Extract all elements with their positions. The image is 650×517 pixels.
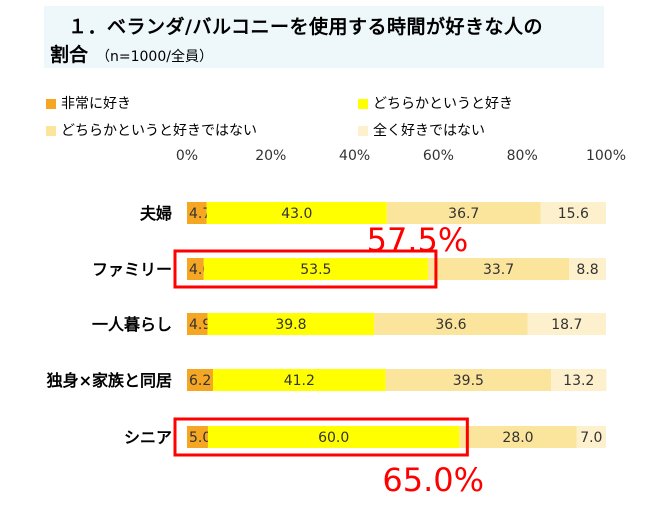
x-tick-label: 20%	[255, 148, 286, 164]
data-label: 39.8	[275, 317, 306, 333]
bar-segment	[187, 202, 207, 224]
bar-segment	[207, 426, 460, 448]
category-label: 一人暮らし	[92, 315, 172, 334]
chart-title: １．ベランダ/バルコニーを使用する時間が好きな人の	[68, 16, 544, 38]
highlight-box	[173, 249, 438, 289]
legend-swatch	[46, 99, 56, 109]
bar-segment	[385, 369, 552, 391]
bar-segment	[203, 258, 428, 280]
bar-segment	[374, 313, 528, 335]
bar-segment	[187, 313, 208, 335]
legend-label: どちらかというと好きではない	[61, 123, 257, 139]
data-label: 8.8	[576, 262, 598, 278]
x-tick-label: 0%	[176, 148, 198, 164]
category-label: 夫婦	[140, 204, 172, 223]
bar-segment	[386, 202, 541, 224]
data-label: 4.7	[189, 206, 211, 222]
highlight-box	[173, 417, 469, 457]
data-label: 13.2	[563, 373, 594, 389]
legend-swatch	[46, 126, 56, 136]
chart-subtitle: 割合	[50, 44, 89, 66]
legend-label: 非常に好き	[61, 96, 131, 112]
legend-label: どちらかというと好き	[373, 96, 513, 112]
category-label: シニア	[124, 428, 172, 447]
legend-item-very-like: 非常に好き	[46, 93, 131, 113]
data-label: 15.6	[558, 206, 589, 222]
annotation-label: 65.0%	[382, 461, 484, 499]
bar-segment	[576, 426, 606, 448]
x-tick-label: 40%	[339, 148, 370, 164]
bar-segment	[187, 258, 204, 280]
legend-swatch	[358, 99, 368, 109]
x-tick-label: 60%	[423, 148, 454, 164]
x-tick-label: 100%	[586, 148, 626, 164]
annotation-label: 57.5%	[367, 221, 469, 259]
bar-segment	[206, 202, 387, 224]
bar-segment	[569, 258, 606, 280]
bar-segment	[207, 313, 375, 335]
legend-item-somewhat-dislike: どちらかというと好きではない	[46, 120, 257, 140]
category-label: 独身×家族と同居	[47, 371, 172, 390]
data-label: 60.0	[318, 430, 349, 446]
data-label: 36.7	[448, 206, 479, 222]
bar-segment	[212, 369, 386, 391]
data-label: 18.7	[551, 317, 582, 333]
bar-segment	[527, 313, 606, 335]
data-label: 53.5	[300, 262, 331, 278]
category-label: ファミリー	[92, 260, 172, 279]
data-label: 36.6	[435, 317, 466, 333]
subtitle-line: 割合 （n=1000/全員）	[50, 40, 213, 67]
bar-segment	[551, 369, 607, 391]
data-label: 28.0	[502, 430, 533, 446]
data-label: 5.0	[189, 430, 211, 446]
x-tick-label: 80%	[507, 148, 538, 164]
legend-item-not-like-at-all: 全く好きではない	[358, 120, 485, 140]
data-label: 43.0	[281, 206, 312, 222]
title-box	[44, 6, 604, 68]
bar-segment	[540, 202, 606, 224]
data-label: 4.9	[189, 317, 211, 333]
bar-segment	[427, 258, 570, 280]
sample-size-note: （n=1000/全員）	[96, 49, 213, 65]
bar-segment	[187, 369, 213, 391]
bar-segment	[459, 426, 577, 448]
legend-swatch	[358, 126, 368, 136]
data-label: 7.0	[580, 430, 602, 446]
bar-segment	[187, 426, 208, 448]
data-label: 33.7	[483, 262, 514, 278]
legend-label: 全く好きではない	[373, 123, 485, 139]
data-label: 6.2	[189, 373, 211, 389]
legend-item-somewhat-like: どちらかというと好き	[358, 93, 513, 113]
data-label: 39.5	[453, 373, 484, 389]
data-label: 41.2	[284, 373, 315, 389]
